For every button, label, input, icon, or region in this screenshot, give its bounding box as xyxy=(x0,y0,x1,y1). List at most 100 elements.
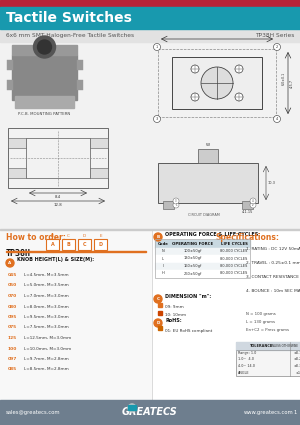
Text: N = 100 grams: N = 100 grams xyxy=(246,312,276,316)
Text: DIMENSION "m":: DIMENSION "m": xyxy=(165,294,211,298)
Bar xyxy=(155,240,250,248)
Text: 4.0~ 14.0: 4.0~ 14.0 xyxy=(238,364,255,368)
Text: 8.4: 8.4 xyxy=(55,195,61,199)
Text: ±0.3: ±0.3 xyxy=(294,364,300,368)
Text: 10.3: 10.3 xyxy=(268,181,276,184)
Text: 3. CONTACT RESISTANCE : 100mΩ MAX: 3. CONTACT RESISTANCE : 100mΩ MAX xyxy=(246,275,300,279)
Text: 3: 3 xyxy=(156,117,158,121)
Text: 80,000 CYCLES: 80,000 CYCLES xyxy=(220,257,248,261)
Bar xyxy=(158,163,258,203)
Text: Tactile Switches: Tactile Switches xyxy=(6,11,132,25)
Bar xyxy=(163,201,174,209)
Circle shape xyxy=(201,67,233,99)
Bar xyxy=(8,168,26,178)
Text: 070: 070 xyxy=(8,294,17,298)
Text: GREATECS: GREATECS xyxy=(122,407,178,417)
Bar xyxy=(6,251,146,252)
Circle shape xyxy=(38,40,52,54)
Bar xyxy=(46,239,59,250)
Circle shape xyxy=(154,43,160,51)
Text: 4-1.15: 4-1.15 xyxy=(242,210,253,214)
Bar xyxy=(172,57,262,109)
Text: 2: 2 xyxy=(252,203,254,207)
Bar xyxy=(12,45,77,55)
Bar xyxy=(155,247,250,255)
Text: UNLESS OTHERWISE: UNLESS OTHERWISE xyxy=(270,344,298,348)
Text: 80,000 CYCLES: 80,000 CYCLES xyxy=(220,272,248,275)
Text: 10: 10mm: 10: 10mm xyxy=(165,313,186,317)
Text: C: C xyxy=(157,297,160,301)
Text: 01: EU RoHS compliant: 01: EU RoHS compliant xyxy=(165,329,212,333)
Text: L=7.0mm, M=3.0mm: L=7.0mm, M=3.0mm xyxy=(24,294,69,298)
Text: 095: 095 xyxy=(8,315,17,319)
Circle shape xyxy=(250,202,256,208)
Text: www.greatecs.com: www.greatecs.com xyxy=(244,410,294,415)
Text: C: C xyxy=(67,234,70,238)
Circle shape xyxy=(6,259,14,267)
Text: 1: 1 xyxy=(294,410,297,415)
Text: N: N xyxy=(162,249,164,253)
Text: 12.8: 12.8 xyxy=(54,203,62,207)
Text: ±1°: ±1° xyxy=(295,371,300,374)
Text: L=7.5mm, M=3.0mm: L=7.5mm, M=3.0mm xyxy=(24,326,69,329)
Text: 160±50gf: 160±50gf xyxy=(184,264,202,268)
Bar xyxy=(0,400,300,425)
Bar xyxy=(236,342,300,376)
Text: 075: 075 xyxy=(8,326,17,329)
Text: 4: 4 xyxy=(276,117,278,121)
Text: 045: 045 xyxy=(8,273,17,277)
Bar xyxy=(94,239,107,250)
Text: En+C2 = Press grams: En+C2 = Press grams xyxy=(246,328,289,332)
Bar xyxy=(128,405,136,410)
Text: H: H xyxy=(162,272,164,275)
Text: L=4.5mm, M=3.5mm: L=4.5mm, M=3.5mm xyxy=(24,273,69,277)
Circle shape xyxy=(128,404,136,412)
Text: CIRCUIT DIAGRAM: CIRCUIT DIAGRAM xyxy=(188,213,220,217)
Text: 6.0 ±0.2: 6.0 ±0.2 xyxy=(209,34,225,37)
Circle shape xyxy=(154,319,162,327)
Bar xyxy=(90,138,108,148)
Text: P.C.B. MOUNTING PATTERN: P.C.B. MOUNTING PATTERN xyxy=(18,112,70,116)
Bar xyxy=(12,55,77,100)
Text: Code: Code xyxy=(158,242,168,246)
Bar xyxy=(198,149,218,163)
Text: Specifications:: Specifications: xyxy=(216,233,280,242)
Bar xyxy=(8,138,26,148)
Text: 80,000 CYCLES: 80,000 CYCLES xyxy=(220,249,248,253)
Text: L=12.5mm, M=3.0mm: L=12.5mm, M=3.0mm xyxy=(24,336,71,340)
Text: 4-5.7: 4-5.7 xyxy=(290,79,294,88)
Circle shape xyxy=(34,36,56,58)
Bar xyxy=(90,168,108,178)
Text: 4. BOUNCE : 10m SEC MAX: 4. BOUNCE : 10m SEC MAX xyxy=(246,289,300,293)
Text: 2: 2 xyxy=(276,45,278,49)
Bar xyxy=(158,326,162,330)
Text: B: B xyxy=(67,242,70,247)
Text: ±0.1: ±0.1 xyxy=(294,351,300,355)
Text: KNOB HEIGHT(L) & SIZE(M):: KNOB HEIGHT(L) & SIZE(M): xyxy=(17,258,94,263)
Text: 100±50gf: 100±50gf xyxy=(184,249,202,253)
Text: OPERATING FORCE & LIFE CYCLES:: OPERATING FORCE & LIFE CYCLES: xyxy=(165,232,260,236)
Circle shape xyxy=(154,295,162,303)
Bar xyxy=(26,138,90,178)
Text: L=8.0mm, M=3.0mm: L=8.0mm, M=3.0mm xyxy=(24,304,69,309)
Bar xyxy=(158,49,276,117)
Text: 1.0~  4.0: 1.0~ 4.0 xyxy=(238,357,254,362)
Bar xyxy=(62,239,75,250)
Text: 080: 080 xyxy=(8,304,17,309)
Text: B: B xyxy=(156,235,160,239)
Circle shape xyxy=(274,116,280,122)
Bar xyxy=(158,311,162,315)
Bar xyxy=(0,229,300,230)
Circle shape xyxy=(274,43,280,51)
Text: 2. TRAVEL : 0.25±0.1 mm: 2. TRAVEL : 0.25±0.1 mm xyxy=(246,261,300,265)
Text: TP38H: TP38H xyxy=(6,249,31,258)
Text: Range: 1.0: Range: 1.0 xyxy=(238,351,256,355)
Text: sales@greatecs.com: sales@greatecs.com xyxy=(6,410,61,415)
Text: TOLERANCE: TOLERANCE xyxy=(250,344,274,348)
Text: L: L xyxy=(162,257,164,261)
Bar xyxy=(0,7,300,29)
Circle shape xyxy=(235,93,243,101)
Text: 125: 125 xyxy=(8,336,17,340)
Text: 085: 085 xyxy=(8,368,17,371)
Text: D: D xyxy=(156,321,160,325)
